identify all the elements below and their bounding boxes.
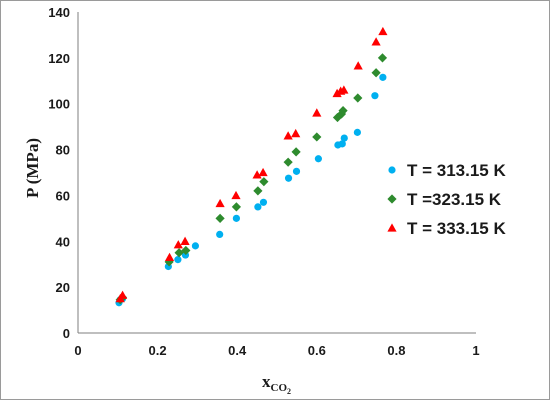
- y-tick-label: 120: [48, 51, 70, 66]
- data-point-circle: [216, 230, 224, 239]
- legend-label: T =323.15 K: [407, 190, 502, 209]
- x-axis-title-subsub: 2: [287, 387, 291, 396]
- data-point-circle: [284, 174, 293, 182]
- data-point-circle: [353, 128, 361, 136]
- data-point-circle: [191, 242, 200, 250]
- x-axis-title: xCO2: [262, 372, 291, 396]
- data-point-circle: [259, 198, 268, 206]
- data-point-diamond: [332, 112, 343, 123]
- legend-marker-circle: [388, 166, 396, 174]
- data-point-triangle: [353, 61, 363, 70]
- data-point-circle: [338, 140, 346, 148]
- x-tick-label: 0.8: [387, 343, 405, 358]
- data-point-triangle: [117, 290, 128, 299]
- y-tick-label: 60: [56, 188, 70, 203]
- data-point-diamond: [377, 53, 388, 63]
- axes: [77, 12, 476, 334]
- data-point-triangle: [164, 252, 175, 262]
- legend: T = 313.15 K T =323.15 K T = 333.15 K: [387, 161, 506, 238]
- x-tick-labels: 0 0.2 0.4 0.6 0.8 1: [74, 343, 479, 358]
- data-point-diamond: [215, 213, 225, 223]
- data-point-triangle: [252, 170, 262, 179]
- data-point-triangle: [291, 128, 301, 138]
- data-point-diamond: [338, 105, 348, 116]
- data-point-triangle: [258, 167, 268, 177]
- x-tick-label: 0: [74, 343, 81, 358]
- data-point-triangle: [231, 190, 241, 200]
- data-point-diamond: [283, 157, 293, 167]
- legend-label: T = 313.15 K: [407, 161, 506, 180]
- x-tick-label: 1: [472, 343, 479, 358]
- y-tick-label: 80: [56, 143, 70, 158]
- x-tick-label: 0.6: [308, 343, 326, 358]
- x-axis-title-sub: CO: [271, 382, 288, 394]
- data-point-triangle: [371, 37, 381, 46]
- data-point-triangle: [332, 88, 342, 98]
- y-tick-label: 20: [56, 280, 70, 295]
- data-points: [115, 26, 388, 307]
- data-point-diamond: [312, 132, 322, 142]
- data-point-triangle: [378, 26, 388, 36]
- data-point-triangle: [173, 240, 183, 249]
- data-point-circle: [371, 92, 379, 100]
- data-point-diamond: [353, 93, 363, 103]
- data-point-triangle: [339, 85, 349, 94]
- data-point-diamond: [253, 186, 263, 196]
- data-point-diamond: [231, 202, 242, 212]
- y-axis-title: P (MPa): [23, 138, 42, 198]
- data-point-diamond: [371, 68, 381, 78]
- x-tick-label: 0.4: [228, 343, 247, 358]
- data-point-triangle: [180, 236, 190, 245]
- legend-marker-diamond: [387, 194, 397, 204]
- x-tick-label: 0.2: [149, 343, 167, 358]
- legend-marker-triangle: [387, 223, 397, 232]
- data-point-circle: [292, 167, 301, 175]
- y-tick-label: 40: [56, 234, 70, 249]
- data-point-circle: [174, 256, 182, 264]
- y-tick-labels: 0 20 40 60 80 100 120 140: [48, 5, 70, 341]
- data-point-diamond: [291, 147, 301, 157]
- data-point-triangle: [215, 198, 225, 208]
- data-point-circle: [340, 134, 348, 142]
- x-axis-title-main: x: [262, 372, 271, 391]
- legend-label: T = 333.15 K: [407, 219, 506, 238]
- y-tick-label: 100: [48, 97, 70, 112]
- y-tick-label: 0: [63, 326, 70, 341]
- data-point-triangle: [283, 131, 293, 140]
- data-point-circle: [379, 73, 387, 81]
- data-point-diamond: [259, 177, 269, 187]
- data-point-circle: [232, 214, 241, 222]
- data-point-diamond: [181, 245, 191, 256]
- data-point-circle: [314, 155, 322, 163]
- y-tick-label: 140: [48, 5, 70, 20]
- data-point-circle: [254, 203, 262, 211]
- data-point-triangle: [312, 108, 322, 117]
